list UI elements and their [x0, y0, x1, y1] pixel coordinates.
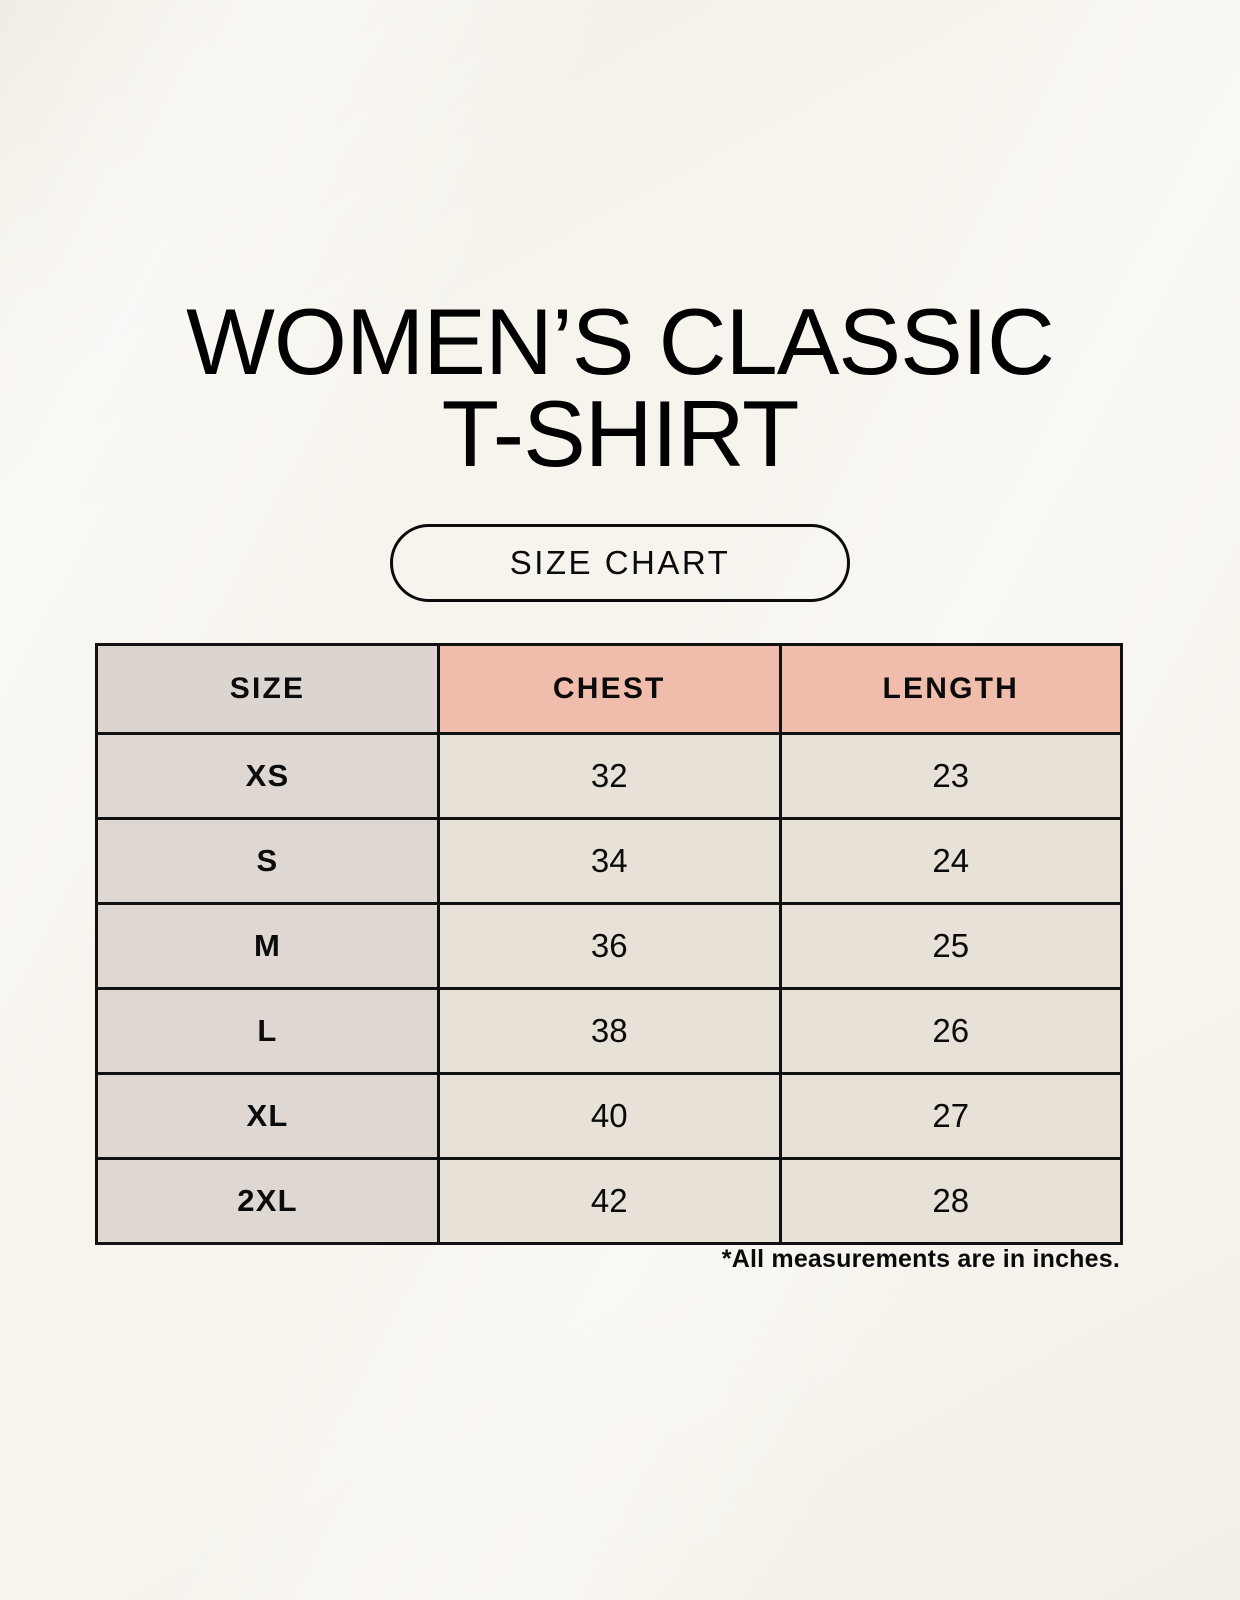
cell-size: L [95, 987, 440, 1075]
cell-length: 25 [778, 902, 1123, 990]
table-row: M 36 25 [95, 902, 1123, 990]
size-chart-badge: SIZE CHART [390, 524, 850, 602]
table-row: XS 32 23 [95, 732, 1123, 820]
table-row: S 34 24 [95, 817, 1123, 905]
cell-length: 27 [778, 1072, 1123, 1160]
cell-size: 2XL [95, 1157, 440, 1245]
table-row: L 38 26 [95, 987, 1123, 1075]
cell-chest: 38 [437, 987, 782, 1075]
cell-size: XL [95, 1072, 440, 1160]
table-body: XS 32 23 S 34 24 M 36 25 L 38 26 XL 40 [95, 732, 1123, 1245]
table-header: SIZE CHEST LENGTH [95, 643, 1123, 735]
cell-size: M [95, 902, 440, 990]
cell-chest: 36 [437, 902, 782, 990]
cell-size: XS [95, 732, 440, 820]
column-header-size: SIZE [95, 643, 440, 735]
size-chart-table: SIZE CHEST LENGTH XS 32 23 S 34 24 M 36 … [95, 643, 1123, 1245]
column-header-length: LENGTH [778, 643, 1123, 735]
cell-chest: 42 [437, 1157, 782, 1245]
cell-length: 26 [778, 987, 1123, 1075]
measurement-footnote: *All measurements are in inches. [721, 1245, 1120, 1273]
cell-size: S [95, 817, 440, 905]
cell-length: 28 [778, 1157, 1123, 1245]
table-row: 2XL 42 28 [95, 1157, 1123, 1245]
column-header-chest: CHEST [437, 643, 782, 735]
cell-length: 23 [778, 732, 1123, 820]
cell-chest: 40 [437, 1072, 782, 1160]
cell-length: 24 [778, 817, 1123, 905]
cell-chest: 34 [437, 817, 782, 905]
table-row: XL 40 27 [95, 1072, 1123, 1160]
cell-chest: 32 [437, 732, 782, 820]
table-header-row: SIZE CHEST LENGTH [95, 643, 1123, 735]
page-title: WOMEN’S CLASSIC T-SHIRT [186, 289, 1055, 487]
badge-container: SIZE CHART [0, 524, 1240, 602]
